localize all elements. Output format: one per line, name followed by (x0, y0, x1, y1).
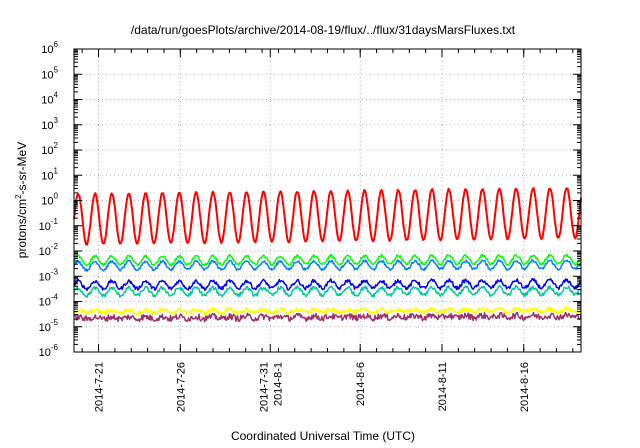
x-tick-label: 2014-8-1 (272, 362, 284, 406)
grid-lines (74, 49, 581, 352)
x-tick-label: 2014-7-21 (94, 362, 106, 412)
series-line-3 (73, 258, 582, 272)
x-tick-label: 2014-8-6 (355, 362, 367, 406)
series-line-6 (73, 306, 582, 316)
series-line-7 (73, 311, 582, 323)
y-tick-label: 10-6 (39, 343, 59, 359)
series-line-5 (73, 284, 582, 298)
x-tick-label: 2014-8-16 (519, 362, 531, 412)
x-tick-label: 2014-8-11 (437, 362, 449, 411)
series-line-1 (73, 187, 582, 246)
series-line-2 (73, 253, 582, 267)
series-line-4 (73, 277, 582, 292)
x-tick-label: 2014-7-31 (258, 362, 270, 412)
y-tick-labels: 10-6 10-5 10-4 10-3 10-2 10-1 100 101 102 103 104 1… (39, 40, 59, 359)
y-tick-label: 101 (41, 166, 58, 182)
y-tick-label: 10-1 (39, 217, 59, 233)
y-tick-label: 103 (41, 116, 58, 132)
series-lines (73, 187, 582, 323)
chart-title: /data/run/goesPlots/archive/2014-08-19/f… (131, 23, 516, 37)
y-tick-label: 105 (41, 65, 58, 81)
y-tick-label: 10-4 (39, 293, 59, 309)
y-tick-label: 106 (41, 40, 58, 56)
x-axis-label: Coordinated Universal Time (UTC) (231, 429, 415, 443)
y-tick-label: 10-3 (39, 267, 59, 283)
axis-ticks (74, 48, 581, 353)
y-tick-label: 102 (41, 141, 58, 157)
x-tick-labels: 2014-7-21 2014-7-26 2014-7-31 2014-8-1 2014-… (94, 362, 531, 412)
y-axis-label: protons/cm2-s-sr-MeV (14, 142, 29, 258)
y-tick-label: 10-5 (39, 318, 59, 334)
x-tick-label: 2014-7-26 (175, 362, 187, 412)
y-tick-label: 100 (41, 192, 58, 208)
y-tick-label: 104 (41, 91, 58, 107)
y-tick-label: 10-2 (39, 242, 59, 258)
